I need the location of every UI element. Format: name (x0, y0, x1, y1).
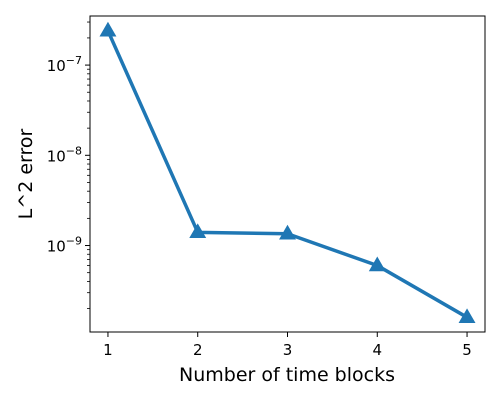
x-tick-label: 2 (193, 341, 203, 359)
y-tick-exponent: −9 (66, 235, 82, 248)
y-tick-base: 10 (47, 238, 66, 256)
x-tick-label: 5 (462, 341, 472, 359)
y-axis-label: L^2 error (15, 129, 37, 220)
x-axis: 1 2 3 4 5 (103, 332, 472, 359)
plot-area (89, 15, 486, 333)
y-tick-label: 10−8 (47, 144, 82, 165)
y-tick-exponent: −7 (66, 54, 82, 67)
x-tick-label: 1 (103, 341, 113, 359)
data-point-triangle (99, 21, 117, 37)
y-tick-label: 10−7 (47, 54, 82, 75)
data-point-triangle (368, 256, 386, 272)
data-point-triangle (279, 224, 296, 240)
y-tick-exponent: −8 (66, 144, 82, 157)
y-axis: 10−910−810−7 (47, 21, 90, 309)
series-group (99, 21, 476, 324)
x-tick-label: 3 (283, 341, 293, 359)
x-tick-label: 4 (372, 341, 382, 359)
y-tick-base: 10 (47, 147, 66, 165)
y-tick-base: 10 (47, 57, 66, 75)
data-point-triangle (189, 223, 207, 239)
data-point-triangle (458, 308, 476, 324)
x-axis-label: Number of time blocks (179, 364, 395, 386)
y-tick-label: 10−9 (47, 235, 82, 256)
